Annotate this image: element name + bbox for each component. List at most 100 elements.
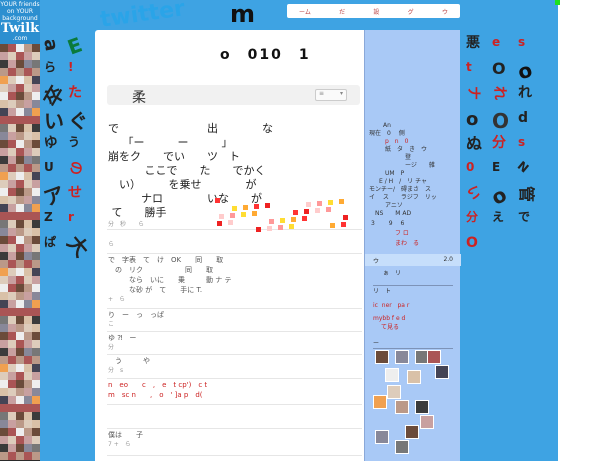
color-square: [302, 216, 307, 221]
color-square: [269, 219, 274, 224]
avatar-tile: [0, 188, 8, 196]
avatar-tile: [32, 412, 40, 420]
sidebar-highlight-row[interactable]: ウ 2.0: [365, 254, 461, 266]
avatar-tile: [24, 92, 32, 100]
nav-item[interactable]: だ: [339, 9, 346, 16]
avatar-tile: [32, 172, 40, 180]
avatar-tile: [24, 364, 32, 372]
color-square: [230, 213, 235, 218]
avatar-tile: [32, 76, 40, 84]
avatar[interactable]: [373, 395, 387, 409]
avatar-tile: [16, 372, 24, 380]
sidebar-link[interactable]: ー: [373, 340, 380, 347]
avatar-tile: [32, 44, 40, 52]
nav-settings[interactable]: 設: [373, 9, 380, 16]
list-select[interactable]: ≡ ▾: [315, 89, 347, 101]
avatar-tile: [16, 436, 24, 444]
tweet-divider: [107, 455, 362, 456]
avatar[interactable]: [385, 368, 399, 382]
avatar-tile: [8, 92, 16, 100]
avatar-tile: [8, 156, 16, 164]
avatar-tile: [8, 204, 16, 212]
avatar-tile: [8, 292, 16, 300]
avatar[interactable]: [435, 365, 449, 379]
avatar-tile: [32, 92, 40, 100]
avatar-tile: [32, 164, 40, 172]
avatar-tile: [24, 116, 32, 124]
avatar-tile: [32, 228, 40, 236]
avatar-tile: [8, 148, 16, 156]
avatar-tile: [8, 380, 16, 388]
avatar[interactable]: [375, 350, 389, 364]
avatar-tile: [8, 252, 16, 260]
avatar-tile: [0, 428, 8, 436]
avatar-tile: [0, 220, 8, 228]
avatar-tile: [0, 196, 8, 204]
avatar-tile: [32, 380, 40, 388]
avatar[interactable]: [395, 440, 409, 454]
sidebar-text: An: [383, 122, 391, 129]
nav-item[interactable]: グ: [407, 9, 414, 16]
avatar-tile: [0, 68, 8, 76]
avatar-tile: [8, 228, 16, 236]
color-square: [241, 212, 246, 217]
avatar-tile: [16, 188, 24, 196]
avatar-tile: [16, 76, 24, 84]
avatar-tile: [8, 140, 16, 148]
avatar-tile: [16, 364, 24, 372]
avatar-tile: [24, 124, 32, 132]
avatar-tile: [0, 284, 8, 292]
sidebar-text: フ ロ: [395, 230, 409, 237]
avatar-tile: [0, 100, 8, 108]
avatar-tile: [16, 428, 24, 436]
avatar-tile: [32, 180, 40, 188]
avatar-tile: [16, 292, 24, 300]
avatar[interactable]: [420, 415, 434, 429]
top-nav: ーム だ 設 グ ウ: [287, 4, 460, 18]
avatar-tile: [32, 436, 40, 444]
avatar-tile: [0, 164, 8, 172]
sidebar-link[interactable]: て見る: [381, 324, 400, 331]
avatar[interactable]: [405, 425, 419, 439]
sidebar-link[interactable]: mybb f e d: [373, 315, 406, 322]
avatar-tile: [24, 420, 32, 428]
divider: [373, 348, 453, 349]
scattered-letter: 分: [492, 135, 506, 151]
twilk-banner[interactable]: YOUR friends on YOUR background Twilk .c…: [0, 0, 40, 44]
nav-home[interactable]: ーム: [299, 9, 311, 16]
avatar[interactable]: [427, 350, 441, 364]
avatar-tile: [0, 300, 8, 308]
scattered-letter: m: [230, 0, 256, 28]
avatar[interactable]: [395, 400, 409, 414]
scattered-letter: え: [492, 210, 505, 224]
sidebar-link[interactable]: ic ner pa r: [373, 302, 410, 309]
avatar-tile: [0, 116, 8, 124]
avatar[interactable]: [415, 400, 429, 414]
avatar[interactable]: [395, 350, 409, 364]
avatar[interactable]: [375, 430, 389, 444]
avatar-tile: [24, 52, 32, 60]
color-square: [315, 208, 320, 213]
avatar-tile: [16, 196, 24, 204]
avatar-tile: [24, 372, 32, 380]
color-square: [254, 204, 259, 209]
avatar-tile: [0, 204, 8, 212]
avatar-tile: [8, 220, 16, 228]
avatar-tile: [0, 396, 8, 404]
avatar-tile: [16, 308, 24, 316]
avatar-tile: [16, 172, 24, 180]
scattered-letter: e: [492, 35, 501, 49]
sidebar-link: リ ト: [373, 288, 392, 295]
avatar[interactable]: [407, 370, 421, 384]
scattered-letter: い: [44, 109, 64, 133]
avatar-tile: [16, 60, 24, 68]
nav-item[interactable]: ウ: [441, 9, 448, 16]
twilk-ad[interactable]: YOUR friends on YOUR background Twilk .c…: [0, 0, 40, 461]
avatar-tile: [8, 276, 16, 284]
tweet-divider: [107, 229, 362, 230]
avatar-tile: [32, 452, 40, 460]
avatar-tile: [24, 388, 32, 396]
color-square: [252, 211, 257, 216]
avatar[interactable]: [387, 385, 401, 399]
